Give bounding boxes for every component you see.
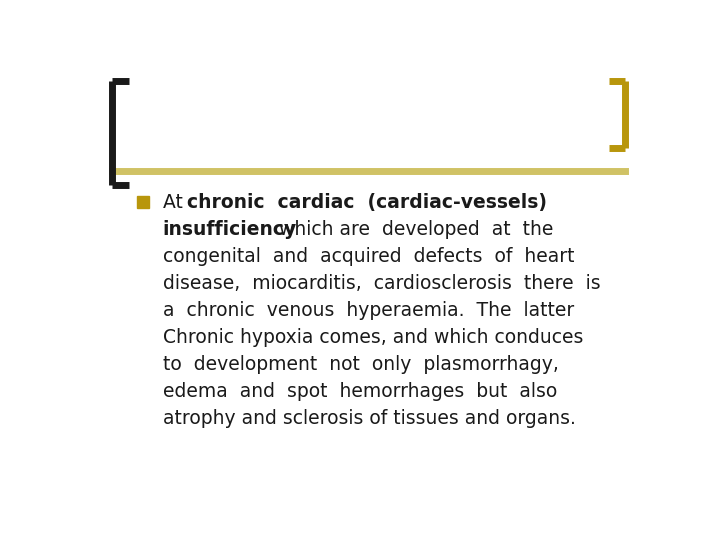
Text: congenital  and  acquired  defects  of  heart: congenital and acquired defects of heart — [163, 247, 574, 266]
Text: to  development  not  only  plasmorrhagy,: to development not only plasmorrhagy, — [163, 355, 559, 374]
Text: chronic  cardiac  (cardiac-vessels): chronic cardiac (cardiac-vessels) — [187, 193, 547, 212]
Text: Chronic hypoxia comes, and which conduces: Chronic hypoxia comes, and which conduce… — [163, 328, 583, 347]
Text: At: At — [163, 193, 194, 212]
Text: insufficiency: insufficiency — [163, 220, 297, 239]
Text: disease,  miocarditis,  cardiosclerosis  there  is: disease, miocarditis, cardiosclerosis th… — [163, 274, 600, 293]
Text: a  chronic  venous  hyperaemia.  The  latter: a chronic venous hyperaemia. The latter — [163, 301, 574, 320]
Text: edema  and  spot  hemorrhages  but  also: edema and spot hemorrhages but also — [163, 382, 557, 401]
Text: which are  developed  at  the: which are developed at the — [266, 220, 553, 239]
Text: atrophy and sclerosis of tissues and organs.: atrophy and sclerosis of tissues and org… — [163, 409, 575, 428]
